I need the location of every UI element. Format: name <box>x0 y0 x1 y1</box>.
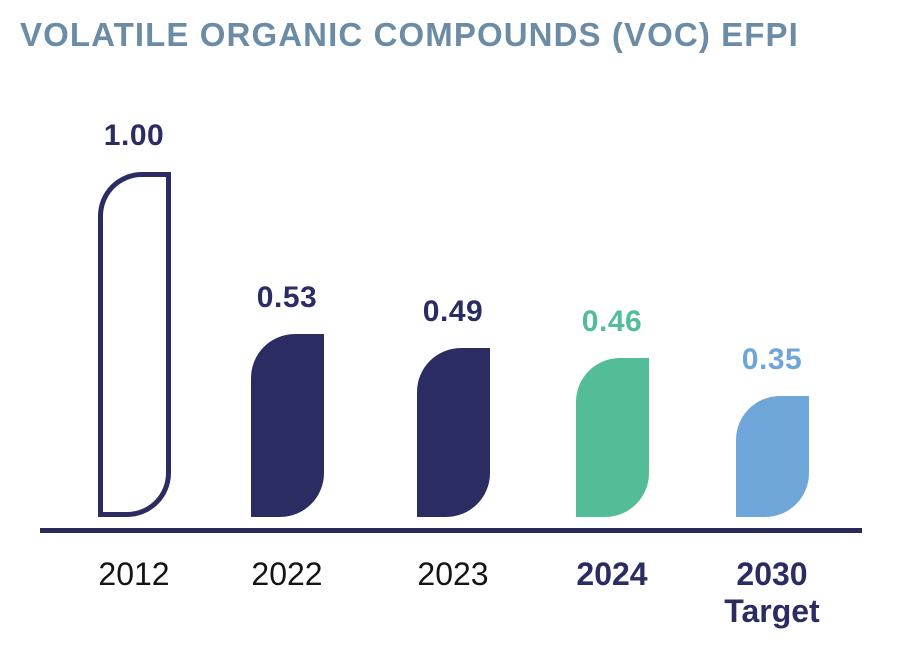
bar-2024 <box>575 358 649 517</box>
bar-2023 <box>416 348 490 517</box>
value-label-2024: 0.46 <box>581 305 643 338</box>
value-label-2022: 0.53 <box>256 281 318 314</box>
x-tick-2022: 2022 <box>251 556 323 592</box>
x-tick-2024: 2024 <box>576 556 648 592</box>
value-label-2030-target: 0.35 <box>741 343 803 376</box>
x-tick-2023: 2023 <box>417 556 489 592</box>
chart-title: VOLATILE ORGANIC COMPOUNDS (VOC) EFPI <box>20 16 799 53</box>
x-tick-2030-target: 2030 Target <box>724 556 820 629</box>
x-axis-line <box>40 528 862 533</box>
bar-2022 <box>250 334 324 517</box>
bar-2030-target <box>735 396 809 517</box>
value-label-2023: 0.49 <box>422 295 484 328</box>
bar-2012 <box>97 172 171 517</box>
value-label-2012: 1.00 <box>103 119 165 152</box>
x-tick-2012: 2012 <box>98 556 170 592</box>
